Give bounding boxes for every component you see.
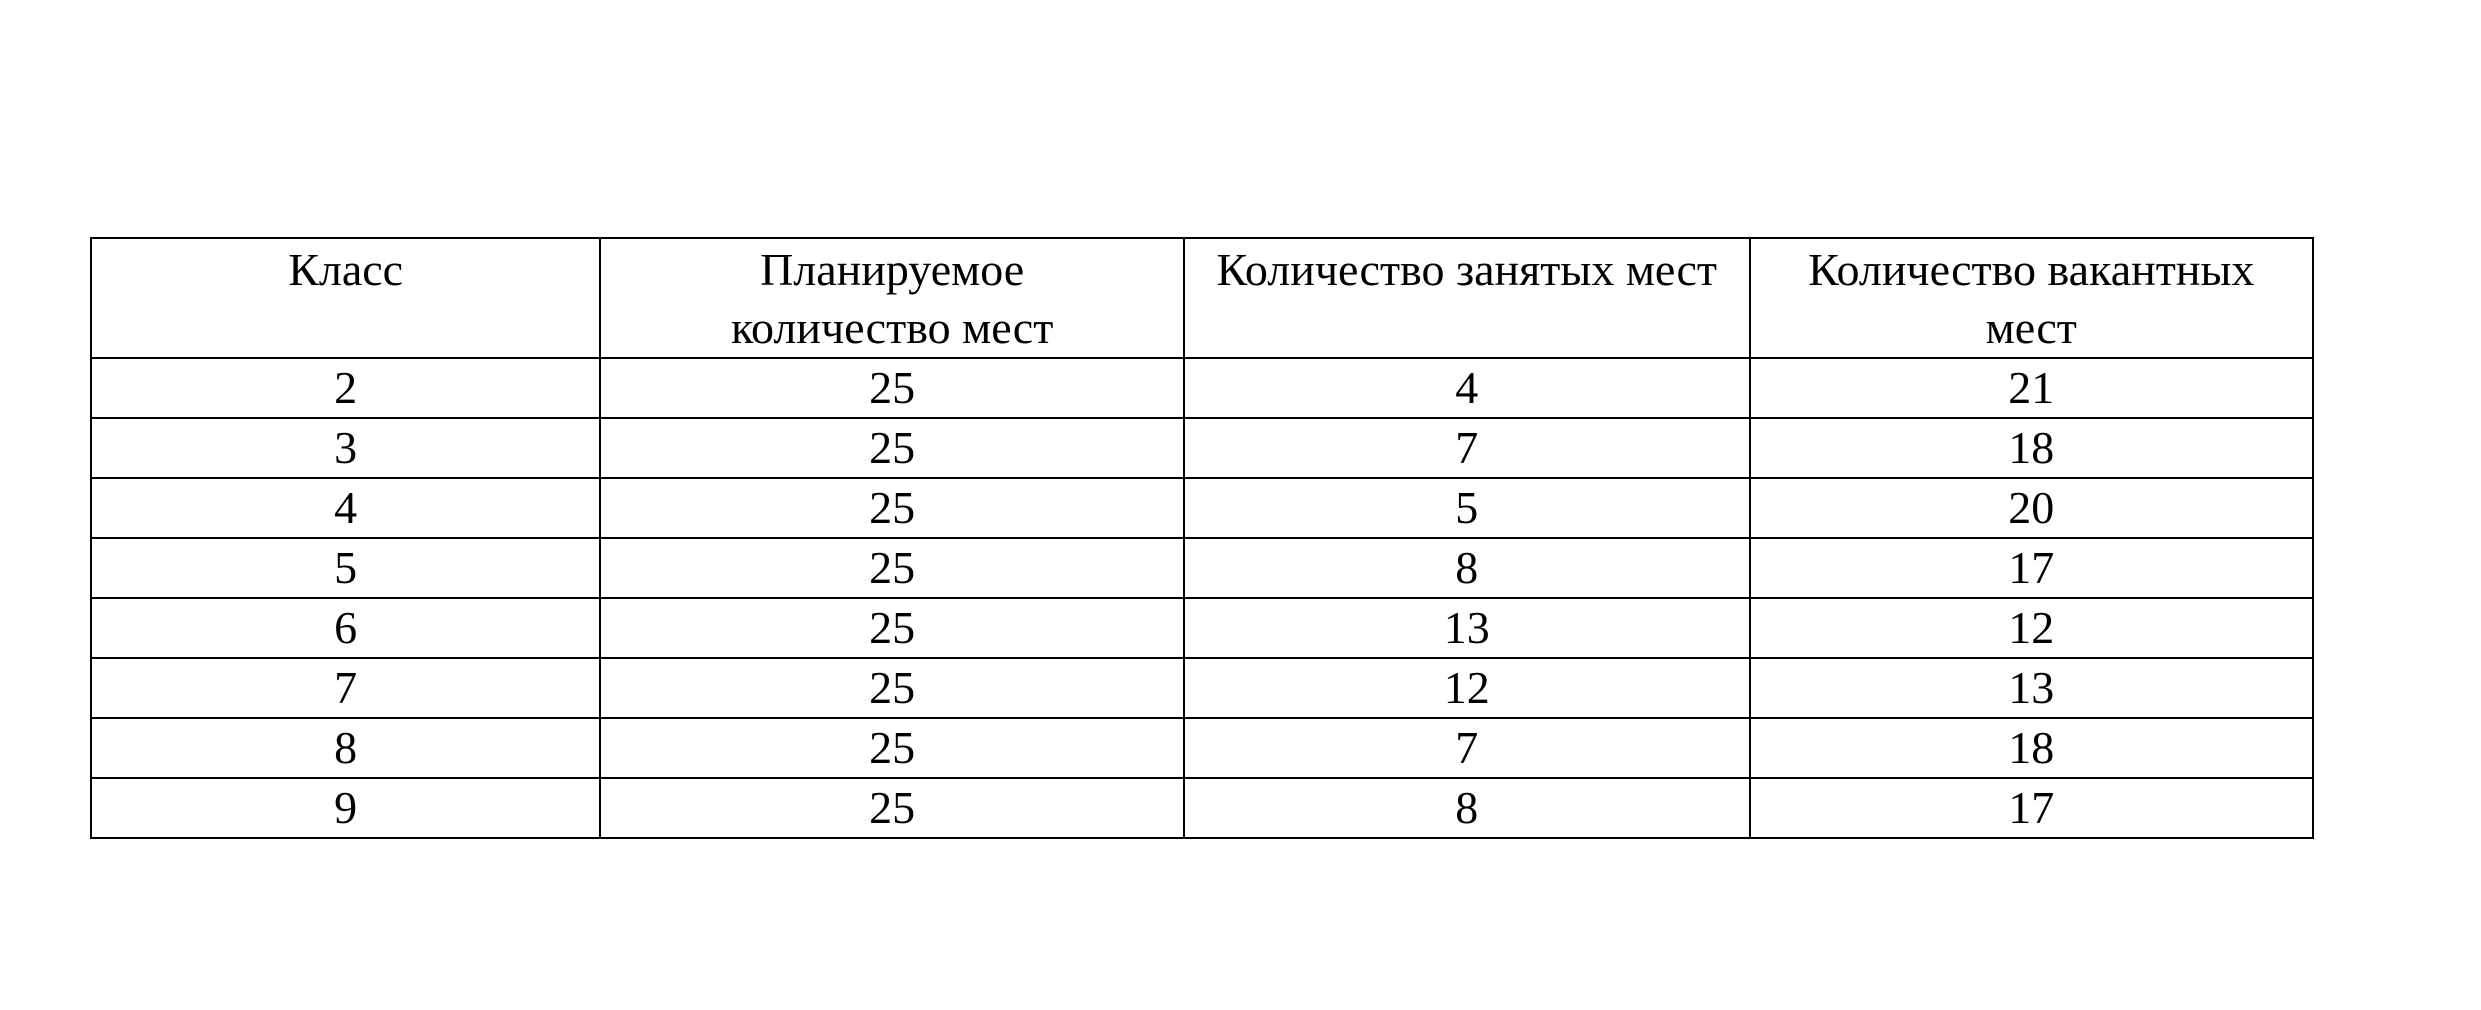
table-row: 3 25 7 18 — [89, 417, 2314, 479]
cell-planned: 25 — [599, 417, 1185, 479]
header-planned: Планируемое количество мест — [599, 237, 1185, 359]
header-class: Класс — [89, 237, 602, 359]
cell-planned: 25 — [599, 537, 1185, 599]
cell-vacant: 17 — [1748, 537, 2314, 599]
cell-occupied: 7 — [1183, 717, 1751, 779]
cell-vacant: 21 — [1748, 357, 2314, 419]
cell-planned: 25 — [599, 597, 1185, 659]
cell-occupied: 13 — [1183, 597, 1751, 659]
cell-vacant: 12 — [1748, 597, 2314, 659]
cell-planned: 25 — [599, 777, 1185, 839]
seats-table: Класс Планируемое количество мест Количе… — [89, 237, 2314, 839]
cell-class: 9 — [89, 777, 602, 839]
cell-class: 3 — [89, 417, 602, 479]
table-row: 5 25 8 17 — [89, 537, 2314, 599]
table-row: 8 25 7 18 — [89, 717, 2314, 779]
cell-class: 2 — [89, 357, 602, 419]
cell-class: 8 — [89, 717, 602, 779]
cell-class: 7 — [89, 657, 602, 719]
header-row: Класс Планируемое количество мест Количе… — [89, 237, 2314, 359]
cell-planned: 25 — [599, 717, 1185, 779]
table-row: 7 25 12 13 — [89, 657, 2314, 719]
cell-class: 4 — [89, 477, 602, 539]
cell-vacant: 17 — [1748, 777, 2314, 839]
cell-class: 6 — [89, 597, 602, 659]
cell-occupied: 4 — [1183, 357, 1751, 419]
cell-occupied: 5 — [1183, 477, 1751, 539]
table-row: 6 25 13 12 — [89, 597, 2314, 659]
table-row: 9 25 8 17 — [89, 777, 2314, 839]
cell-planned: 25 — [599, 477, 1185, 539]
cell-class: 5 — [89, 537, 602, 599]
header-vacant: Количество вакантных мест — [1748, 237, 2314, 359]
cell-vacant: 13 — [1748, 657, 2314, 719]
header-occupied: Количество занятых мест — [1183, 237, 1751, 359]
cell-occupied: 7 — [1183, 417, 1751, 479]
cell-occupied: 12 — [1183, 657, 1751, 719]
table-row: 4 25 5 20 — [89, 477, 2314, 539]
cell-planned: 25 — [599, 657, 1185, 719]
table-row: 2 25 4 21 — [89, 357, 2314, 419]
cell-occupied: 8 — [1183, 537, 1751, 599]
cell-vacant: 20 — [1748, 477, 2314, 539]
cell-planned: 25 — [599, 357, 1185, 419]
cell-vacant: 18 — [1748, 717, 2314, 779]
cell-occupied: 8 — [1183, 777, 1751, 839]
cell-vacant: 18 — [1748, 417, 2314, 479]
